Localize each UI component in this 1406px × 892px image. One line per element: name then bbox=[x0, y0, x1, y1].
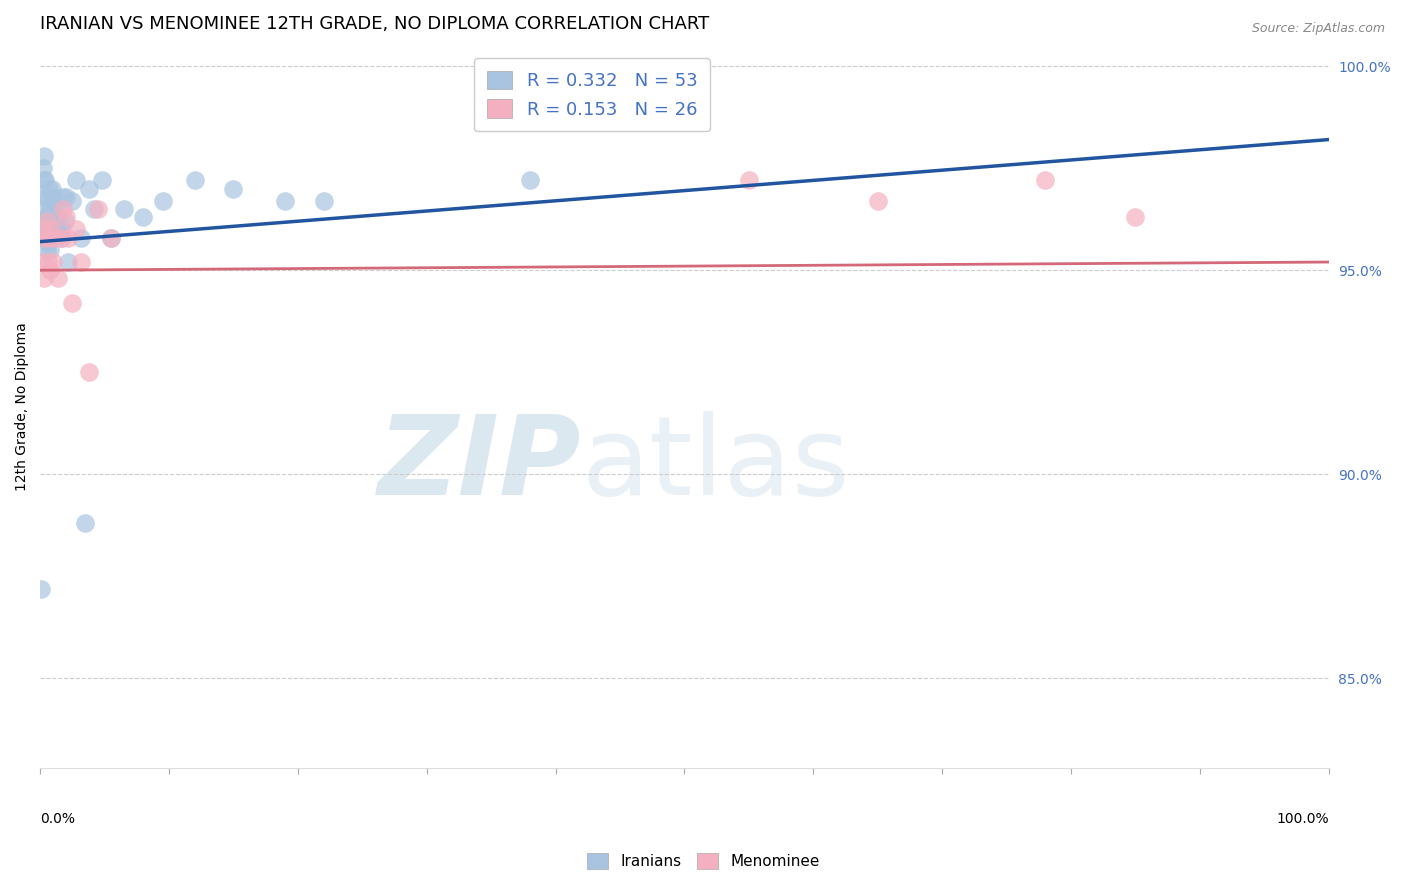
Point bbox=[45, 210, 67, 224]
Point bbox=[45, 230, 67, 244]
Point bbox=[32, 214, 55, 228]
Point bbox=[39, 202, 62, 216]
Point bbox=[32, 271, 55, 285]
Point bbox=[91, 173, 114, 187]
Point bbox=[32, 173, 55, 187]
Point bbox=[65, 222, 87, 236]
Point bbox=[132, 210, 155, 224]
Point bbox=[75, 516, 97, 531]
Point bbox=[83, 202, 105, 216]
Point bbox=[87, 202, 110, 216]
Point bbox=[42, 222, 65, 236]
Point bbox=[41, 181, 63, 195]
Point bbox=[55, 210, 77, 224]
Text: 100.0%: 100.0% bbox=[1277, 812, 1329, 826]
Text: Source: ZipAtlas.com: Source: ZipAtlas.com bbox=[1251, 22, 1385, 36]
Point bbox=[37, 255, 59, 269]
Point bbox=[49, 230, 72, 244]
Point bbox=[31, 222, 53, 236]
Point bbox=[37, 235, 59, 249]
Point bbox=[38, 181, 60, 195]
Point bbox=[42, 255, 65, 269]
Point bbox=[30, 582, 52, 596]
Point bbox=[34, 190, 56, 204]
Point bbox=[100, 230, 122, 244]
Point bbox=[37, 190, 59, 204]
Point bbox=[184, 173, 207, 187]
Point bbox=[738, 173, 761, 187]
Point bbox=[34, 173, 56, 187]
Point bbox=[41, 222, 63, 236]
Point bbox=[31, 202, 53, 216]
Point bbox=[312, 194, 335, 208]
Point bbox=[46, 210, 69, 224]
Point bbox=[52, 202, 75, 216]
Point bbox=[866, 194, 889, 208]
Legend: Iranians, Menominee: Iranians, Menominee bbox=[581, 847, 825, 875]
Point bbox=[52, 190, 75, 204]
Point bbox=[77, 365, 100, 379]
Point bbox=[1125, 210, 1147, 224]
Point bbox=[34, 230, 56, 244]
Y-axis label: 12th Grade, No Diploma: 12th Grade, No Diploma bbox=[15, 323, 30, 491]
Point bbox=[39, 222, 62, 236]
Point bbox=[35, 222, 58, 236]
Point bbox=[34, 230, 56, 244]
Point bbox=[58, 255, 80, 269]
Legend: R = 0.332   N = 53, R = 0.153   N = 26: R = 0.332 N = 53, R = 0.153 N = 26 bbox=[474, 58, 710, 131]
Point bbox=[77, 181, 100, 195]
Point bbox=[65, 173, 87, 187]
Point bbox=[58, 230, 80, 244]
Point bbox=[35, 210, 58, 224]
Point bbox=[38, 210, 60, 224]
Text: atlas: atlas bbox=[581, 411, 849, 518]
Text: 0.0%: 0.0% bbox=[41, 812, 75, 826]
Point bbox=[222, 181, 245, 195]
Point bbox=[35, 214, 58, 228]
Point bbox=[100, 230, 122, 244]
Point bbox=[112, 202, 135, 216]
Text: IRANIAN VS MENOMINEE 12TH GRADE, NO DIPLOMA CORRELATION CHART: IRANIAN VS MENOMINEE 12TH GRADE, NO DIPL… bbox=[41, 15, 710, 33]
Point bbox=[44, 202, 66, 216]
Point bbox=[70, 230, 93, 244]
Point bbox=[39, 263, 62, 277]
Point bbox=[32, 149, 55, 163]
Point bbox=[45, 202, 67, 216]
Point bbox=[53, 214, 76, 228]
Point bbox=[41, 210, 63, 224]
Point bbox=[1033, 173, 1056, 187]
Point bbox=[70, 255, 93, 269]
Text: ZIP: ZIP bbox=[378, 411, 581, 518]
Point bbox=[152, 194, 174, 208]
Point bbox=[60, 194, 83, 208]
Point bbox=[39, 243, 62, 257]
Point bbox=[51, 230, 73, 244]
Point bbox=[35, 243, 58, 257]
Point bbox=[31, 161, 53, 175]
Point bbox=[30, 255, 52, 269]
Point bbox=[49, 222, 72, 236]
Point bbox=[60, 296, 83, 310]
Point bbox=[42, 190, 65, 204]
Point bbox=[55, 190, 77, 204]
Point bbox=[48, 222, 70, 236]
Point bbox=[46, 271, 69, 285]
Point bbox=[37, 210, 59, 224]
Point bbox=[519, 173, 541, 187]
Point bbox=[274, 194, 297, 208]
Point bbox=[35, 230, 58, 244]
Point bbox=[38, 230, 60, 244]
Point bbox=[38, 230, 60, 244]
